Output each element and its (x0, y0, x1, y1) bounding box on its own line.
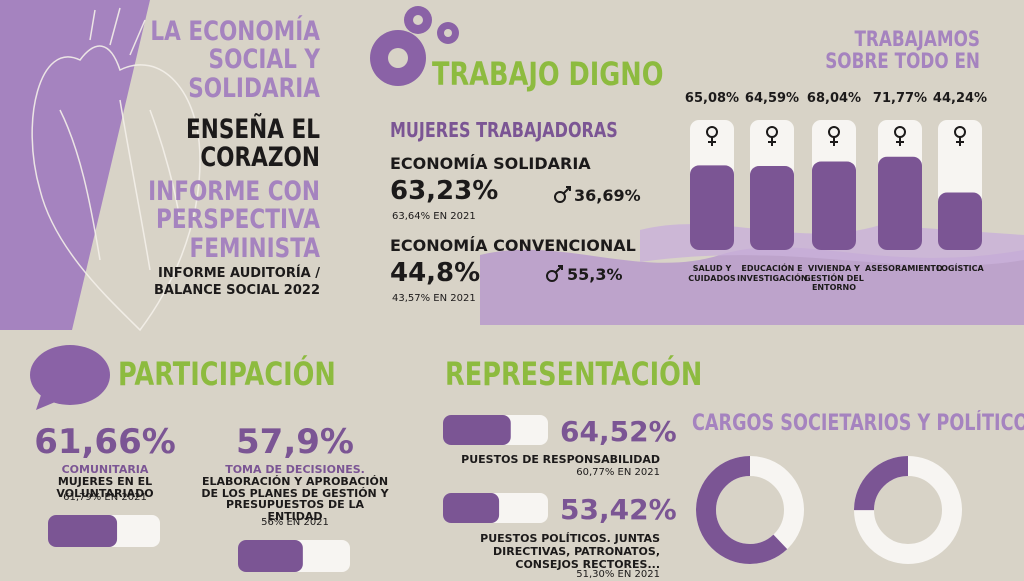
men-value: 55,3% (567, 265, 623, 284)
section-title: PARTICIPACIÓN (118, 355, 336, 393)
previous: 63,64% EN 2021 (392, 211, 476, 222)
side-panel (0, 0, 150, 330)
bar (690, 165, 734, 250)
header-subtitle: INFORME AUDITORÍA / BALANCE SOCIAL 2022 (154, 266, 320, 298)
sector-name: LOGÍSTICA (936, 264, 984, 273)
description: PUESTOS POLÍTICOS. JUNTAS DIRECTIVAS, PA… (480, 532, 660, 572)
men-value: 36,69% (574, 186, 641, 205)
sector-name: SALUD Y CUIDADOS (688, 264, 736, 283)
representation-value: 64,52% (560, 415, 677, 448)
description: MUJERES EN EL VOLUNTARIADO (56, 475, 154, 500)
representation-value: 53,42% (560, 493, 677, 526)
sector-name: EDUCACIÓN E INVESTIGACIÓN (737, 264, 808, 283)
heart-drawing (31, 7, 201, 332)
section-subtitle: MUJERES TRABAJADORAS (390, 118, 618, 142)
female-icon (766, 126, 778, 146)
section-title: TRABAJAMOS SOBRE TODO EN (825, 27, 980, 74)
bar (812, 161, 856, 250)
wave (480, 247, 1024, 325)
highlight: COMUNITARIA (61, 463, 149, 476)
previous: 60,77% EN 2021 (576, 467, 660, 478)
sector-value: 68,04% (806, 91, 862, 106)
previous: 51,30% EN 2021 (576, 569, 660, 580)
description: ELABORACIÓN Y APROBACIÓN DE LOS PLANES D… (201, 475, 389, 523)
female-icon (706, 126, 718, 146)
section-title: TRABAJO DIGNO (432, 55, 664, 93)
bar (938, 192, 982, 250)
bar (48, 515, 118, 547)
sector-value: 65,08% (684, 91, 740, 106)
item-label: ECONOMÍA CONVENCIONAL (390, 236, 636, 255)
previous: 43,57% EN 2021 (392, 293, 476, 304)
speech-bubble (30, 345, 110, 410)
bar (750, 166, 794, 250)
female-icon (894, 126, 906, 146)
participation-value: 61,66% (34, 422, 176, 462)
bar (443, 415, 511, 445)
women-value: 63,23% (390, 176, 499, 206)
gears (370, 6, 459, 86)
sector-value: 64,59% (744, 91, 800, 106)
header-title: LA ECONOMÍA SOCIAL Y SOLIDARIA (150, 16, 320, 104)
description: PUESTOS DE RESPONSABILIDAD (461, 453, 660, 466)
sector-name: VIVIENDA Y GESTIÓN DEL ENTORNO (804, 264, 864, 293)
highlight: TOMA DE DECISIONES. (225, 463, 365, 476)
header-title: ENSEÑA EL CORAZON (186, 114, 320, 174)
female-icon (828, 126, 840, 146)
header-title: INFORME CON PERSPECTIVA FEMINISTA (148, 176, 320, 264)
participation-value: 57,9% (236, 422, 354, 462)
sector-value: 44,24% (932, 91, 988, 106)
sector-name: ASESORAMIENTO (865, 264, 943, 273)
bar (443, 493, 500, 523)
donut-segment (854, 456, 962, 564)
donut-segment (696, 456, 804, 564)
bar (238, 540, 303, 572)
previous: 61,79% EN 2021 (63, 492, 147, 503)
female-icon (954, 126, 966, 146)
section-title: REPRESENTACIÓN (445, 355, 703, 393)
item-label: ECONOMÍA SOLIDARIA (390, 154, 591, 173)
women-value: 44,8% (390, 258, 481, 288)
male-icon (546, 186, 571, 282)
bar (878, 156, 922, 250)
previous: 56% EN 2021 (261, 517, 329, 528)
section-title: CARGOS SOCIETARIOS Y POLÍTICOS (692, 411, 1024, 436)
sector-value: 71,77% (872, 91, 928, 106)
